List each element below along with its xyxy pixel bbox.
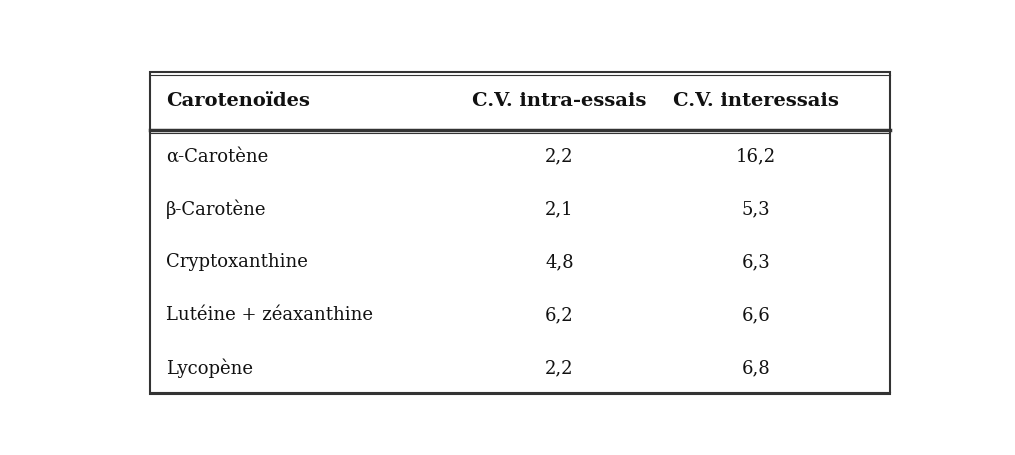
Text: α-Carotène: α-Carotène (166, 147, 268, 166)
Text: C.V. intra-essais: C.V. intra-essais (472, 92, 647, 110)
Text: C.V. interessais: C.V. interessais (673, 92, 839, 110)
Text: 16,2: 16,2 (736, 147, 776, 166)
Text: 2,2: 2,2 (545, 359, 573, 377)
Text: 2,2: 2,2 (545, 147, 573, 166)
Text: 6,2: 6,2 (545, 306, 573, 324)
Text: 2,1: 2,1 (545, 200, 573, 218)
Text: Lycopène: Lycopène (166, 358, 253, 378)
Text: β-Carotène: β-Carotène (166, 200, 267, 219)
Text: 6,6: 6,6 (742, 306, 770, 324)
Text: Carotenoïdes: Carotenoïdes (166, 92, 310, 110)
Text: 5,3: 5,3 (742, 200, 770, 218)
Text: 4,8: 4,8 (545, 253, 573, 271)
Text: Lutéine + zéaxanthine: Lutéine + zéaxanthine (166, 306, 374, 324)
Text: 6,8: 6,8 (742, 359, 770, 377)
Text: 6,3: 6,3 (742, 253, 770, 271)
Text: Cryptoxanthine: Cryptoxanthine (166, 253, 309, 271)
